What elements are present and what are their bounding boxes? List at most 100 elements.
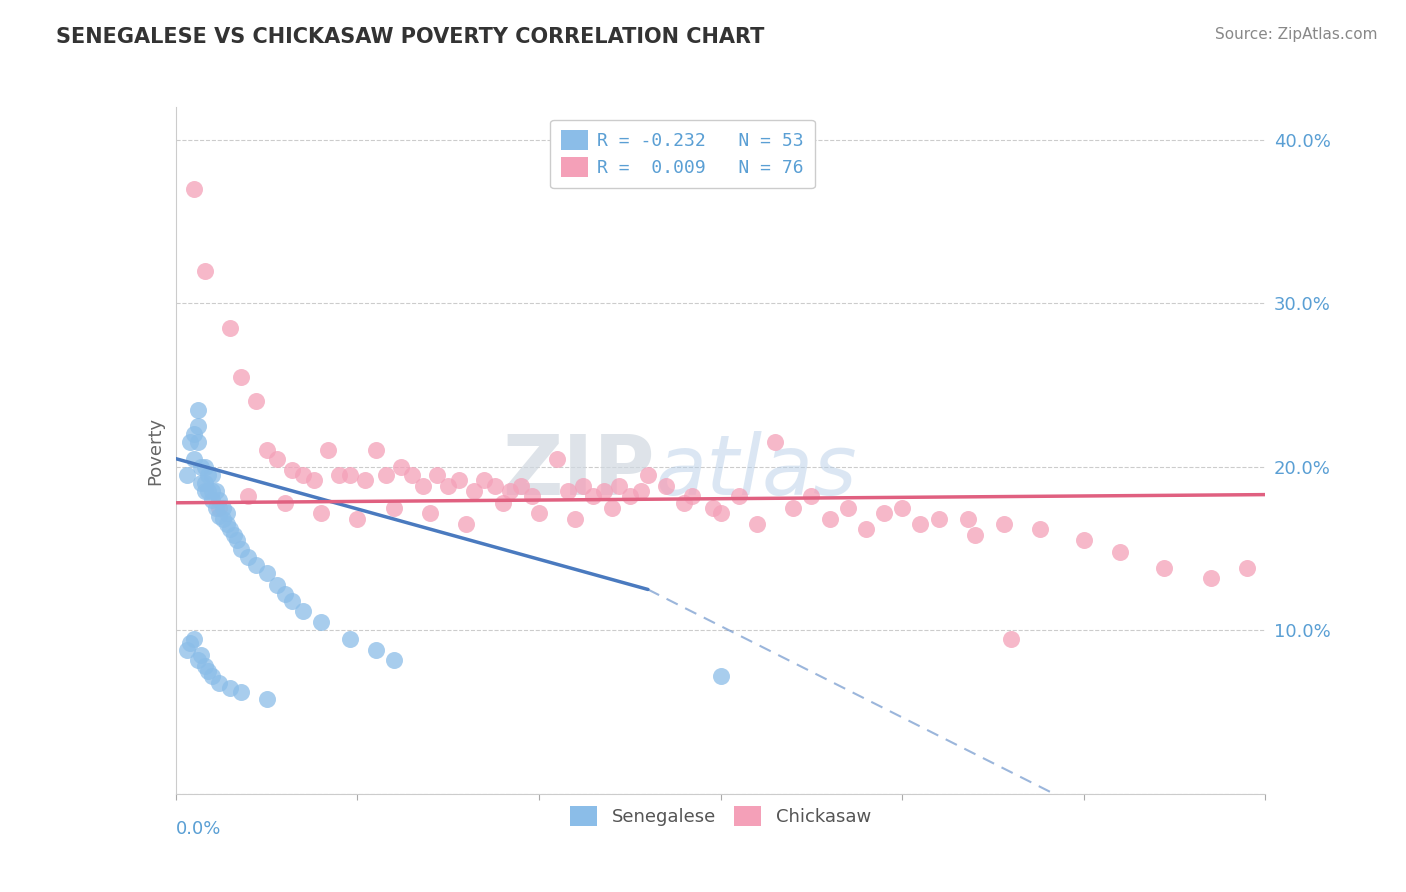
Point [190, 648, 212, 662]
Point [891, 500, 914, 515]
Point [219, 321, 242, 335]
Point [208, 508, 231, 523]
Point [499, 484, 522, 499]
Point [655, 479, 678, 493]
Point [1153, 561, 1175, 575]
Text: ZIP: ZIP [503, 431, 655, 512]
Point [412, 479, 434, 493]
Point [197, 484, 219, 499]
Point [219, 522, 242, 536]
Point [208, 492, 231, 507]
Point [309, 506, 332, 520]
Point [212, 512, 235, 526]
Point [238, 489, 260, 503]
Point [231, 685, 253, 699]
Point [194, 476, 217, 491]
Point [197, 664, 219, 679]
Point [273, 587, 295, 601]
Point [873, 506, 896, 520]
Point [492, 496, 515, 510]
Point [382, 653, 405, 667]
Point [557, 484, 579, 499]
Point [993, 516, 1015, 531]
Point [763, 435, 786, 450]
Point [607, 479, 630, 493]
Point [204, 484, 226, 499]
Point [375, 467, 398, 482]
Point [1109, 545, 1132, 559]
Point [231, 541, 253, 556]
Point [208, 675, 231, 690]
Point [238, 549, 260, 564]
Point [190, 459, 212, 474]
Point [231, 369, 253, 384]
Point [318, 443, 340, 458]
Point [709, 669, 731, 683]
Point [219, 681, 242, 695]
Point [702, 500, 724, 515]
Point [256, 443, 278, 458]
Point [346, 512, 368, 526]
Point [256, 692, 278, 706]
Point [564, 512, 586, 526]
Point [266, 451, 288, 466]
Point [266, 577, 288, 591]
Point [364, 443, 387, 458]
Point [382, 500, 405, 515]
Point [520, 489, 543, 503]
Point [630, 484, 652, 499]
Point [401, 467, 423, 482]
Point [222, 528, 245, 542]
Point [339, 467, 361, 482]
Point [419, 506, 441, 520]
Point [201, 467, 224, 482]
Point [201, 492, 224, 507]
Point [194, 484, 217, 499]
Point [339, 632, 361, 646]
Point [194, 263, 217, 277]
Point [291, 604, 314, 618]
Point [201, 484, 224, 499]
Point [186, 435, 209, 450]
Point [364, 643, 387, 657]
Point [204, 500, 226, 515]
Point [782, 500, 804, 515]
Point [212, 500, 235, 515]
Point [745, 516, 768, 531]
Point [179, 636, 201, 650]
Point [245, 394, 267, 409]
Point [281, 463, 304, 477]
Point [509, 479, 531, 493]
Point [186, 418, 209, 433]
Point [1073, 533, 1095, 548]
Point [353, 473, 375, 487]
Point [456, 516, 478, 531]
Point [855, 522, 877, 536]
Legend: Senegalese, Chickasaw: Senegalese, Chickasaw [562, 798, 879, 833]
Point [186, 402, 209, 417]
Text: SENEGALESE VS CHICKASAW POVERTY CORRELATION CHART: SENEGALESE VS CHICKASAW POVERTY CORRELAT… [56, 27, 765, 46]
Point [1029, 522, 1052, 536]
Point [215, 506, 238, 520]
Point [273, 496, 295, 510]
Point [910, 516, 932, 531]
Point [208, 500, 231, 515]
Point [727, 489, 749, 503]
Point [956, 512, 979, 526]
Point [194, 659, 217, 673]
Point [215, 516, 238, 531]
Text: atlas: atlas [655, 431, 856, 512]
Point [546, 451, 568, 466]
Point [1000, 632, 1022, 646]
Point [183, 632, 205, 646]
Point [426, 467, 449, 482]
Point [328, 467, 350, 482]
Y-axis label: Poverty: Poverty [146, 417, 165, 484]
Point [527, 506, 550, 520]
Point [474, 473, 496, 487]
Point [256, 566, 278, 580]
Point [194, 459, 217, 474]
Point [800, 489, 823, 503]
Point [600, 500, 623, 515]
Text: 0.0%: 0.0% [176, 820, 221, 838]
